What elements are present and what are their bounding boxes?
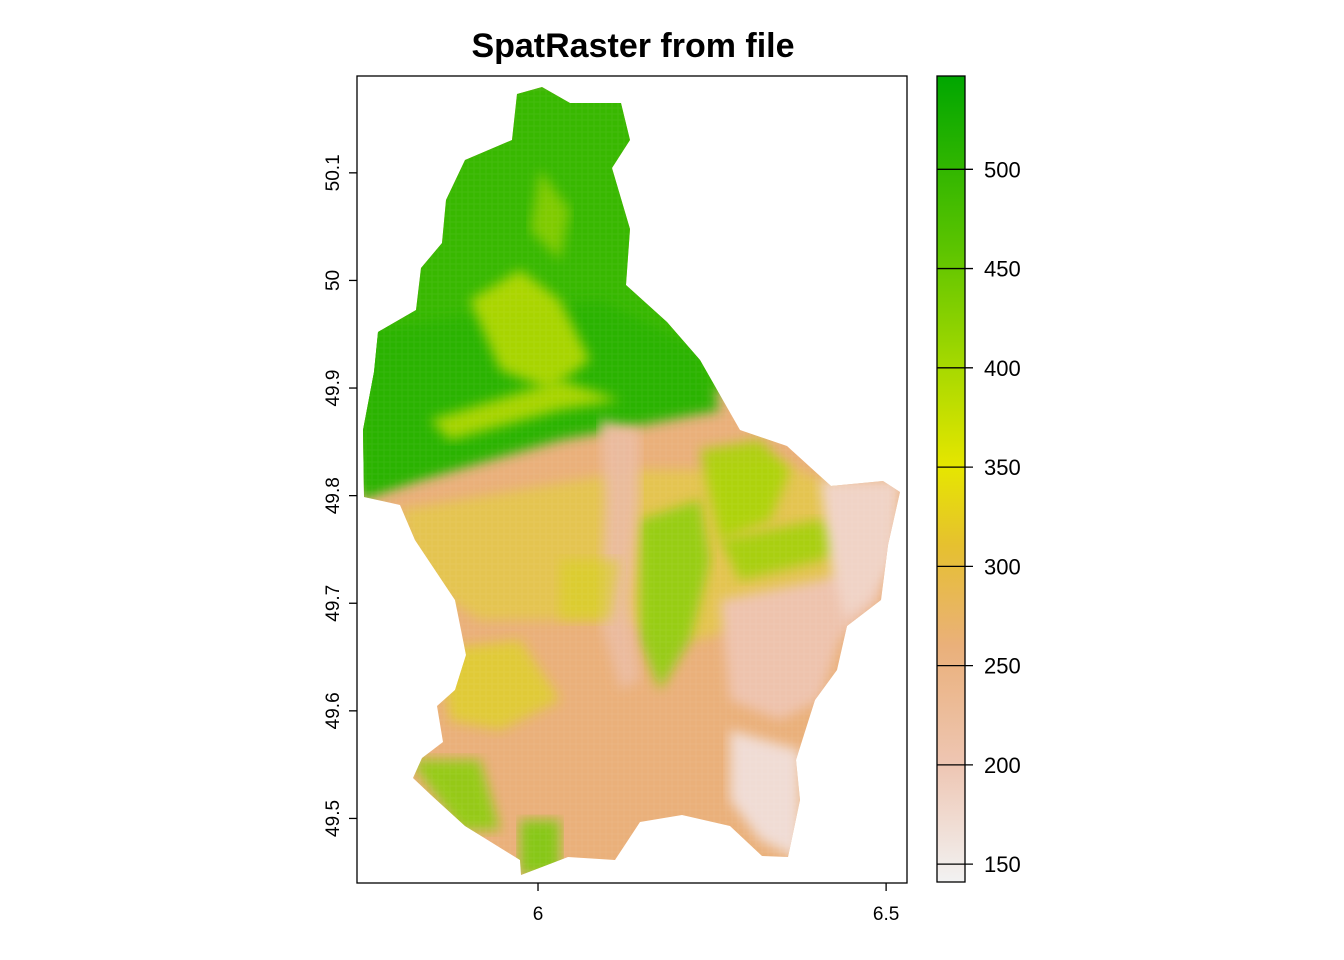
y-tick-label: 50 (323, 270, 344, 291)
plot-title: SpatRaster from file (471, 27, 794, 65)
y-tick-label: 49.5 (323, 800, 344, 837)
x-tick-label: 6.5 (873, 904, 899, 925)
y-tick-label: 49.8 (323, 477, 344, 514)
y-axis: 49.5 49.6 49.7 49.8 49.9 50 50.1 (323, 154, 357, 837)
y-tick-label: 49.6 (323, 692, 344, 729)
legend-tick-label: 200 (984, 753, 1021, 778)
legend-ticks: 150 200 250 300 350 400 450 500 (937, 157, 1021, 877)
legend-tick-label: 300 (984, 554, 1021, 579)
y-tick-label: 49.7 (323, 585, 344, 622)
legend-colorbar (936, 75, 966, 883)
legend-tick-label: 350 (984, 455, 1021, 480)
plot-frame (356, 75, 908, 884)
color-legend: 150 200 250 300 350 400 450 500 (936, 75, 1021, 883)
x-tick-label: 6 (533, 904, 544, 925)
legend-tick-label: 400 (984, 356, 1021, 381)
legend-tick-label: 150 (984, 852, 1021, 877)
elevation-raster (363, 87, 900, 875)
legend-tick-label: 500 (984, 157, 1021, 182)
y-tick-label: 49.9 (323, 370, 344, 407)
x-axis: 6 6.5 (533, 883, 899, 925)
legend-tick-label: 250 (984, 654, 1021, 679)
legend-tick-label: 450 (984, 257, 1021, 282)
y-tick-label: 50.1 (323, 154, 344, 191)
